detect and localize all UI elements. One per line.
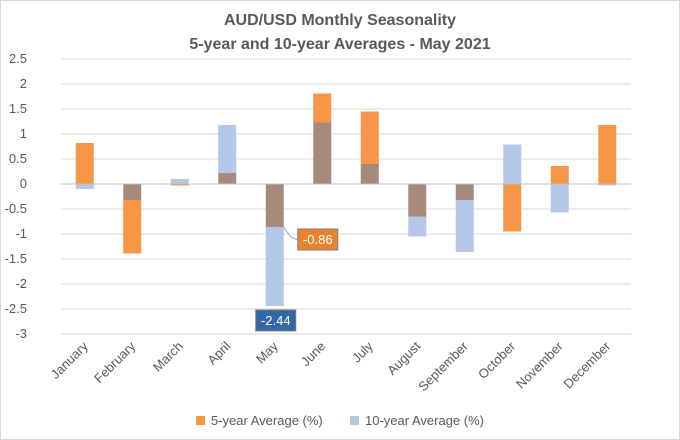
y-tick-label: -3 — [15, 326, 27, 341]
bar-5yr — [503, 184, 522, 232]
bar-overlap — [313, 122, 332, 184]
bar-10yr — [408, 216, 427, 237]
x-tick-label: January — [48, 338, 92, 382]
callout-5yr: -0.86 — [283, 226, 339, 251]
legend-label-5yr: 5-year Average (%) — [211, 413, 323, 428]
legend-label-10yr: 10-year Average (%) — [365, 413, 484, 428]
bar-overlap — [360, 164, 379, 184]
y-tick-label: -1 — [15, 226, 27, 241]
x-tick-label: May — [253, 338, 281, 366]
bar-overlap — [455, 184, 474, 200]
chart-subtitle: 5-year and 10-year Averages - May 2021 — [189, 36, 490, 53]
x-tick-label: October — [475, 338, 519, 382]
y-tick-label: -2 — [15, 276, 27, 291]
y-tick-label: 0.5 — [9, 151, 27, 166]
callout-label: -2.44 — [261, 313, 291, 328]
bar-overlap — [218, 173, 237, 184]
bar-5yr — [550, 166, 569, 184]
y-tick-label: 2.5 — [9, 51, 27, 66]
y-tick-label: -1.5 — [5, 251, 27, 266]
legend: 5-year Average (%) 10-year Average (%) — [196, 413, 484, 428]
x-tick-label: August — [384, 338, 423, 377]
bar-10yr — [598, 184, 617, 186]
bar-5yr — [123, 200, 142, 254]
legend-swatch-10yr — [350, 416, 359, 425]
bar-10yr — [170, 179, 189, 184]
legend-swatch-5yr — [196, 416, 205, 425]
bar-5yr — [170, 184, 189, 186]
x-tick-label: April — [204, 338, 233, 367]
callout-leader — [283, 226, 298, 241]
bar-5yr — [75, 143, 94, 184]
callouts: -0.86 -2.44 — [255, 226, 339, 332]
x-tick-label: June — [298, 339, 329, 370]
x-tick-label: February — [91, 338, 139, 386]
bar-10yr — [75, 184, 94, 189]
gridlines — [61, 58, 631, 335]
y-tick-label: -2.5 — [5, 301, 27, 316]
x-tick-label: September — [415, 338, 471, 394]
bar-overlap — [408, 184, 427, 217]
callout-10yr: -2.44 — [255, 309, 297, 332]
bars — [75, 93, 617, 306]
x-tick-label: November — [513, 338, 566, 391]
bar-10yr — [503, 144, 522, 184]
bar-5yr — [598, 125, 617, 184]
chart-title: AUD/USD Monthly Seasonality — [224, 12, 456, 29]
callout-box — [255, 309, 297, 332]
bar-overlap — [265, 184, 284, 227]
y-tick-label: 1 — [20, 126, 27, 141]
callout-box — [297, 228, 339, 251]
callout-label: -0.86 — [303, 232, 333, 247]
y-tick-label: -0.5 — [5, 201, 27, 216]
bar-10yr — [265, 227, 284, 306]
bar-10yr — [455, 200, 474, 252]
bar-10yr — [550, 184, 569, 213]
y-axis-ticks: 2.5 2 1.5 1 0.5 0 -0.5 -1 -1.5 -2 -2.5 -3 — [5, 51, 27, 341]
bar-5yr — [313, 93, 332, 123]
x-axis-ticks: January February March April May June July Augu… — [48, 338, 614, 394]
y-tick-label: 0 — [20, 176, 27, 191]
x-tick-label: December — [560, 338, 613, 391]
bar-10yr — [218, 125, 237, 173]
y-tick-label: 1.5 — [9, 101, 27, 116]
x-tick-label: March — [150, 339, 186, 375]
x-tick-label: July — [349, 338, 376, 365]
bar-overlap — [123, 184, 142, 200]
y-tick-label: 2 — [20, 76, 27, 91]
bar-5yr — [360, 111, 379, 164]
